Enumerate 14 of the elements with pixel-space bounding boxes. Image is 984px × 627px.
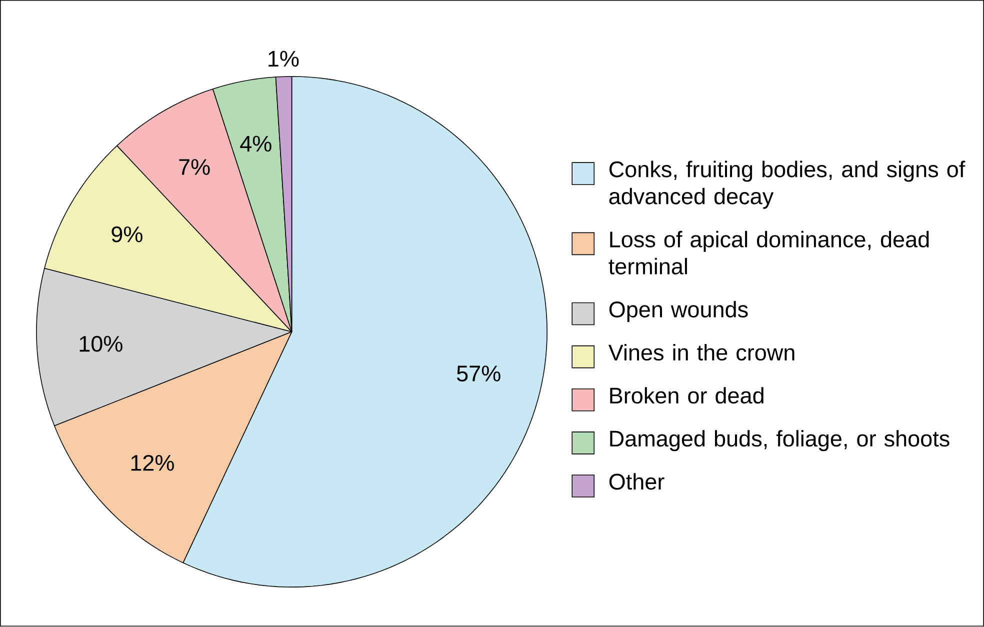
data-label: 4% (240, 136, 272, 152)
legend-label: Other (609, 473, 664, 490)
legend-label: Vines in the crown (608, 344, 794, 361)
legend-label: Damaged buds, foliage, or shoots (610, 430, 950, 452)
data-label: 9% (112, 226, 142, 243)
legend-label: Broken or dead (610, 387, 764, 404)
data-label: 12% (131, 455, 174, 472)
data-label: 1% (268, 51, 299, 67)
data-label: 7% (179, 159, 210, 176)
data-label: 10% (80, 336, 122, 352)
legend-label: Loss of apical dominance, dead terminal (608, 231, 929, 275)
legend-label: Open wounds (609, 301, 748, 322)
legend-label: Conks, fruiting bodies, and signs of advanced decay (609, 161, 966, 210)
data-label: 57% (456, 366, 500, 382)
